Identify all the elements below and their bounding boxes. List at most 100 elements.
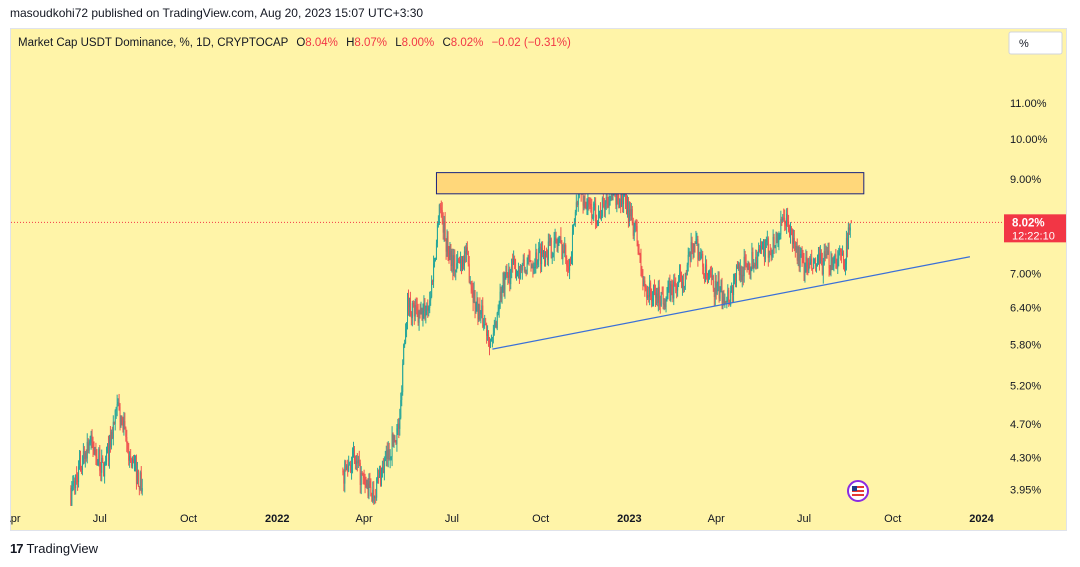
candle-body — [744, 256, 746, 263]
candle-body — [781, 218, 783, 221]
candle-body — [513, 258, 515, 265]
candle-body — [689, 251, 691, 261]
candle-body — [487, 334, 489, 336]
candle-body — [119, 406, 121, 422]
candle-body — [749, 267, 751, 271]
candle-body — [645, 287, 647, 290]
candle-body — [765, 239, 767, 242]
candle-body — [638, 251, 640, 255]
candle-body — [134, 461, 136, 463]
candle-body — [554, 237, 556, 241]
candle-body — [462, 259, 464, 266]
candle-body — [350, 464, 352, 473]
candle-body — [489, 340, 491, 348]
legend-high-value: 8.07% — [354, 37, 387, 49]
candle-body — [440, 207, 442, 211]
candle-body — [686, 264, 688, 276]
candle-body — [730, 291, 732, 306]
candle-body — [428, 307, 430, 311]
candle-body — [789, 230, 791, 237]
candle-body — [116, 403, 118, 408]
candle-body — [355, 461, 357, 465]
candle-body — [372, 489, 374, 502]
candle-body — [505, 272, 507, 275]
candle-body — [837, 258, 839, 268]
tradingview-logo-icon[interactable]: 17 — [10, 541, 24, 556]
candle-body — [845, 237, 847, 265]
resistance-zone[interactable] — [435, 172, 865, 195]
candle-body — [649, 282, 651, 297]
candle-body — [376, 478, 378, 498]
candle-body — [436, 224, 438, 244]
candle-body — [488, 334, 490, 343]
candle-body — [418, 311, 420, 323]
percent-scale-button[interactable] — [1008, 31, 1063, 55]
candle-body — [739, 266, 741, 276]
candle-body — [636, 226, 638, 242]
candle-body — [836, 261, 838, 268]
support-trendline[interactable] — [492, 256, 971, 350]
candle-body — [651, 295, 653, 302]
legend: Market Cap USDT Dominance, %, 1D, CRYPTO… — [18, 37, 571, 49]
candlestick-chart[interactable]: 11.00% 10.00% 9.00% 8.00% 7.00% 6.40% 5.80% 5.2… — [10, 28, 1067, 531]
candle-body — [669, 283, 671, 301]
candle-body — [541, 248, 543, 265]
candle-body — [491, 337, 493, 339]
candle-body — [506, 272, 508, 277]
candle-body — [807, 266, 809, 271]
y-tick-label: 3.95% — [1010, 484, 1041, 496]
last-price-tag: 8.02% 12:22:10 — [1004, 214, 1066, 243]
candle-body — [434, 261, 436, 264]
candle-body — [361, 472, 363, 474]
candle-body — [470, 282, 472, 287]
candle-body — [721, 281, 723, 303]
candle-body — [609, 196, 611, 198]
candle-body — [117, 402, 119, 404]
candle-body — [107, 444, 109, 461]
candle-body — [342, 471, 344, 473]
candle-body — [784, 218, 786, 224]
time-axis[interactable]: Apr Jul Oct 2022 Apr Jul Oct 2023 Apr Jul Oct 2024 — [10, 513, 995, 525]
candle-body — [779, 234, 781, 236]
candle-body — [564, 245, 566, 253]
candle-body — [632, 222, 634, 236]
candle-body — [780, 218, 782, 235]
candle-body — [798, 246, 800, 268]
candle-body — [796, 246, 798, 261]
candle-body — [465, 247, 467, 255]
candle-body — [753, 265, 755, 268]
candle-body — [478, 304, 480, 320]
candle-body — [708, 270, 710, 273]
candle-body — [81, 463, 83, 470]
y-tick-label: 9.00% — [1010, 174, 1041, 186]
candle-body — [403, 344, 405, 365]
candle-body — [751, 252, 753, 269]
candle-body — [118, 402, 120, 407]
candle-body — [788, 221, 790, 231]
candle-body — [552, 252, 554, 258]
candle-body — [735, 266, 737, 284]
candle-body — [571, 232, 573, 257]
candle-body — [103, 462, 105, 477]
candle-body — [557, 242, 559, 247]
candle-body — [738, 264, 740, 276]
candle-body — [430, 296, 432, 301]
candle-body — [830, 257, 832, 270]
candle-body — [737, 264, 739, 269]
candle-body — [690, 242, 692, 261]
candle-body — [635, 221, 637, 227]
candle-body — [648, 295, 650, 297]
candle-body — [533, 267, 535, 269]
candle-body — [571, 256, 573, 261]
candle-body — [646, 289, 648, 299]
candle-body — [698, 251, 700, 260]
footer-brand[interactable]: TradingView — [26, 541, 99, 556]
candle-body — [586, 206, 588, 209]
candle-body — [450, 250, 452, 267]
candle-body — [844, 264, 846, 270]
candle-body — [448, 253, 450, 258]
price-tag-value: 8.02% — [1012, 217, 1045, 229]
us-flag-event-icon[interactable] — [847, 480, 869, 502]
x-tick-label: Apr — [10, 513, 21, 525]
candle-body — [848, 227, 850, 231]
